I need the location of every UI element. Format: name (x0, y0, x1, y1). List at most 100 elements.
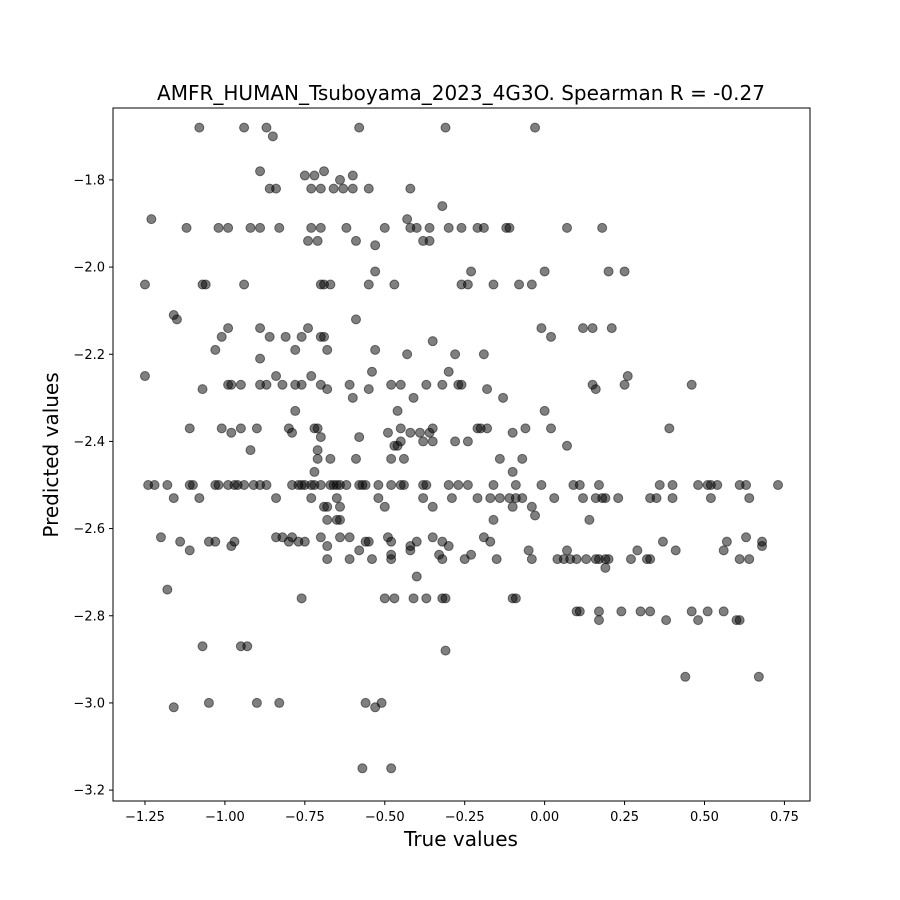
data-point (379, 222, 390, 233)
data-point (507, 427, 518, 438)
data-point (530, 122, 541, 133)
data-point (344, 379, 355, 390)
data-point (494, 453, 505, 464)
data-point (239, 279, 250, 290)
data-point (363, 536, 374, 547)
data-point (344, 532, 355, 543)
data-point (335, 501, 345, 512)
data-point (350, 314, 361, 325)
x-tick-label: −0.50 (365, 810, 405, 825)
data-point (578, 323, 588, 334)
data-point (661, 615, 672, 626)
data-point (322, 501, 333, 512)
data-point (562, 222, 573, 233)
data-point (408, 392, 419, 403)
y-tick-label: −2.8 (73, 609, 105, 624)
data-point (526, 501, 537, 512)
data-point (203, 697, 214, 708)
data-point (261, 122, 272, 133)
data-point (287, 427, 298, 438)
data-point (686, 379, 697, 390)
data-point (194, 493, 205, 504)
data-point (267, 131, 278, 142)
data-point (437, 554, 448, 565)
data-point (600, 562, 611, 573)
data-point (322, 344, 333, 355)
data-point (184, 545, 195, 556)
data-point (315, 222, 326, 233)
y-tick-label: −2.2 (73, 348, 105, 363)
data-point (462, 279, 473, 290)
x-tick-label: −1.25 (125, 810, 165, 825)
data-point (296, 593, 307, 604)
data-point (523, 545, 534, 556)
data-point (223, 222, 234, 233)
data-point (705, 493, 716, 504)
data-point (354, 545, 365, 556)
data-point (347, 183, 358, 194)
data-point (363, 183, 374, 194)
data-point (478, 349, 489, 360)
data-point (299, 536, 310, 547)
data-point (335, 174, 345, 185)
data-point (712, 480, 723, 491)
data-point (491, 554, 502, 565)
x-axis-label: True values (403, 827, 518, 851)
plot-frame (112, 107, 811, 802)
data-point (571, 554, 582, 565)
data-point (335, 514, 345, 525)
data-point (315, 480, 326, 491)
data-point (520, 423, 531, 434)
data-point (744, 493, 755, 504)
data-point (562, 545, 573, 556)
data-point (664, 423, 675, 434)
data-point (398, 480, 409, 491)
data-point (360, 480, 371, 491)
data-point (373, 493, 384, 504)
data-point (472, 493, 483, 504)
data-point (625, 554, 636, 565)
data-point (245, 222, 256, 233)
data-point (162, 480, 173, 491)
data-point (363, 384, 374, 395)
data-point (386, 536, 397, 547)
data-point (255, 222, 266, 233)
data-point (155, 532, 166, 543)
data-point (510, 593, 521, 604)
data-point (347, 170, 358, 181)
data-point (418, 493, 429, 504)
data-point (549, 493, 560, 504)
data-point (539, 266, 550, 277)
data-point (606, 323, 617, 334)
data-point (274, 697, 285, 708)
data-point (753, 671, 764, 682)
data-point (312, 445, 323, 456)
data-point (354, 432, 365, 443)
data-point (341, 480, 352, 491)
data-point (667, 480, 678, 491)
data-point (264, 331, 275, 342)
data-point (309, 170, 320, 181)
data-point (514, 279, 525, 290)
data-point (274, 222, 285, 233)
data-point (239, 122, 250, 133)
data-point (530, 510, 541, 521)
data-point (616, 606, 627, 617)
data-point (347, 392, 358, 403)
data-point (187, 480, 198, 491)
data-point (271, 493, 282, 504)
data-point (290, 344, 301, 355)
data-point (223, 323, 234, 334)
data-point (507, 466, 518, 477)
data-point (309, 466, 320, 477)
data-point (482, 384, 493, 395)
data-point (680, 671, 691, 682)
data-point (168, 493, 179, 504)
data-point (562, 440, 573, 451)
data-point (277, 379, 288, 390)
data-point (670, 545, 681, 556)
data-point (574, 606, 585, 617)
data-point (379, 593, 390, 604)
data-point (693, 615, 704, 626)
data-point (261, 379, 272, 390)
